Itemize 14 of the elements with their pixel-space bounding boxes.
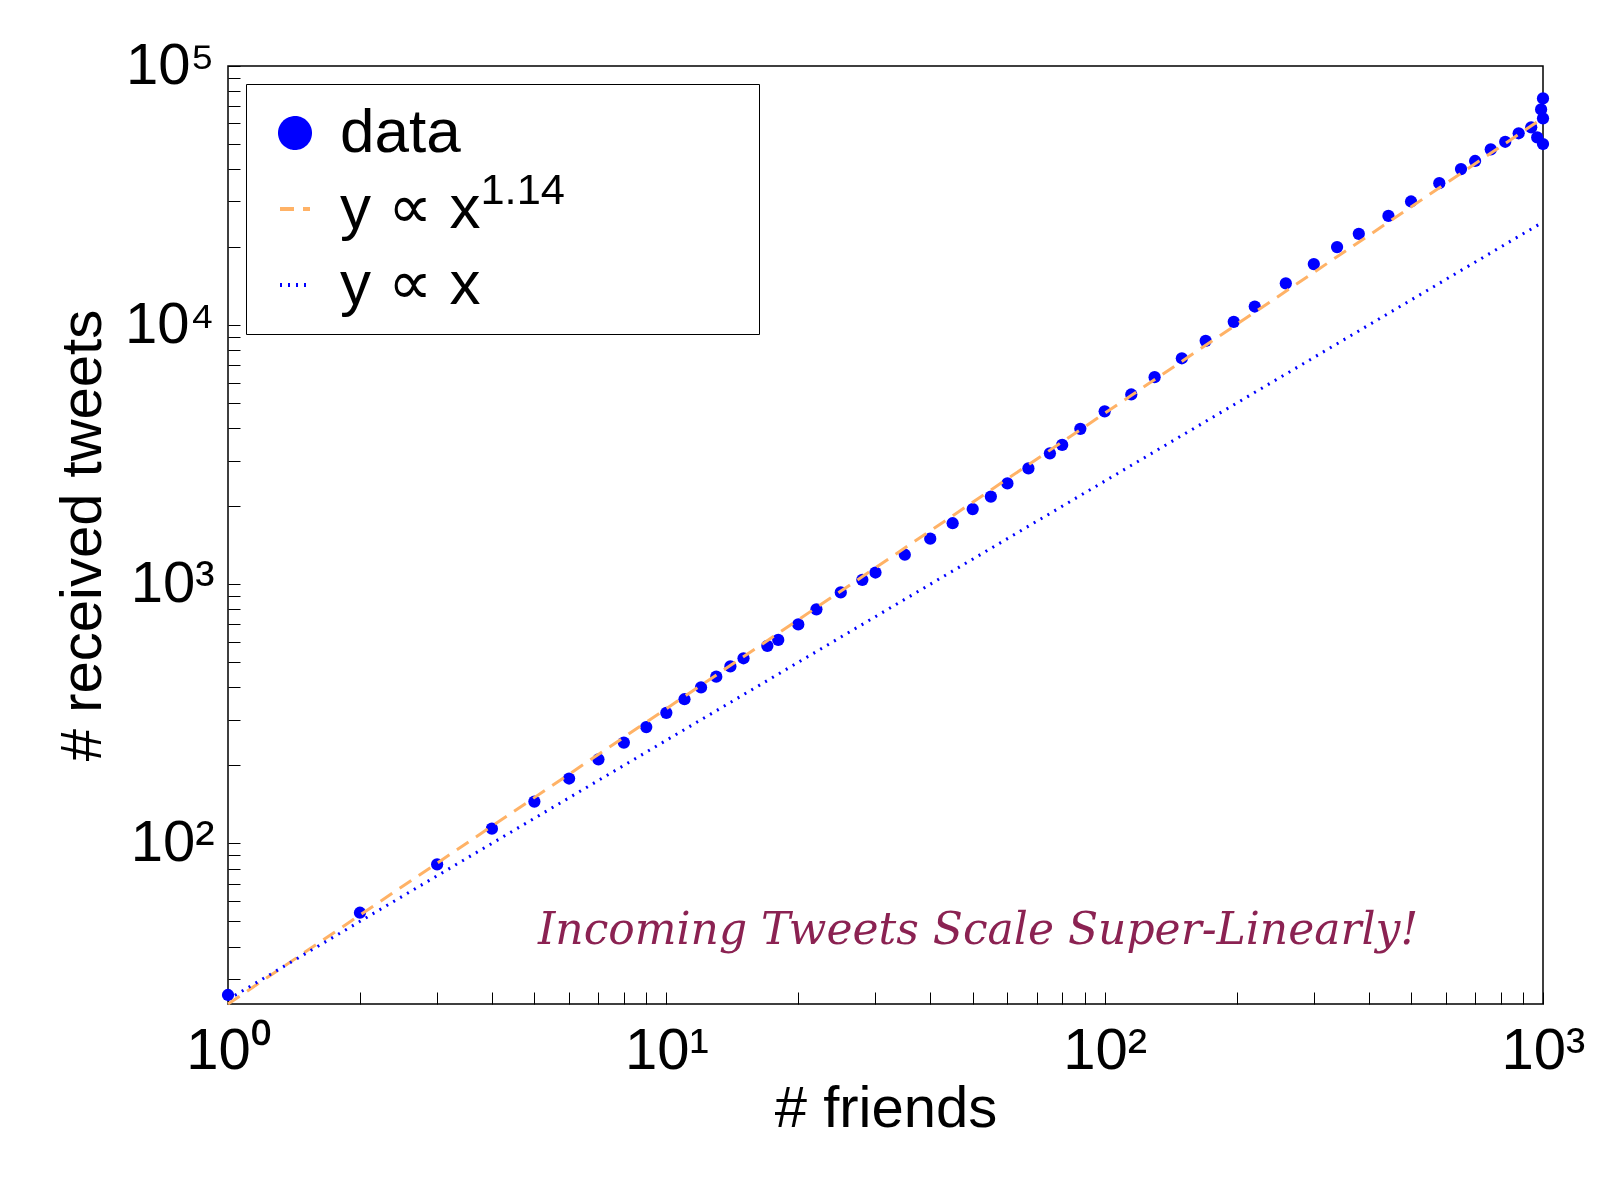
y-tick-label: 10³ (130, 548, 215, 614)
annotation: Incoming Tweets Scale Super-Linearly! (536, 903, 1419, 954)
legend-label: y ∝ x$^{1.14}$ (340, 165, 565, 241)
y-tick-label: 10² (130, 807, 215, 873)
legend-label: y ∝ x (340, 248, 481, 317)
legend-label: data (340, 96, 462, 165)
x-tick-label: 10³ (1501, 1015, 1586, 1081)
y-axis-title: # received tweets (48, 309, 114, 762)
x-axis-title: # friends (774, 1073, 998, 1139)
y-tick-label: 10⁴ (125, 289, 215, 355)
y-tick-label: 10⁵ (125, 30, 215, 96)
x-tick-label: 10¹ (624, 1015, 709, 1081)
x-tick-label: 10² (1063, 1015, 1148, 1081)
x-tick-label: 10⁰ (186, 1015, 271, 1081)
